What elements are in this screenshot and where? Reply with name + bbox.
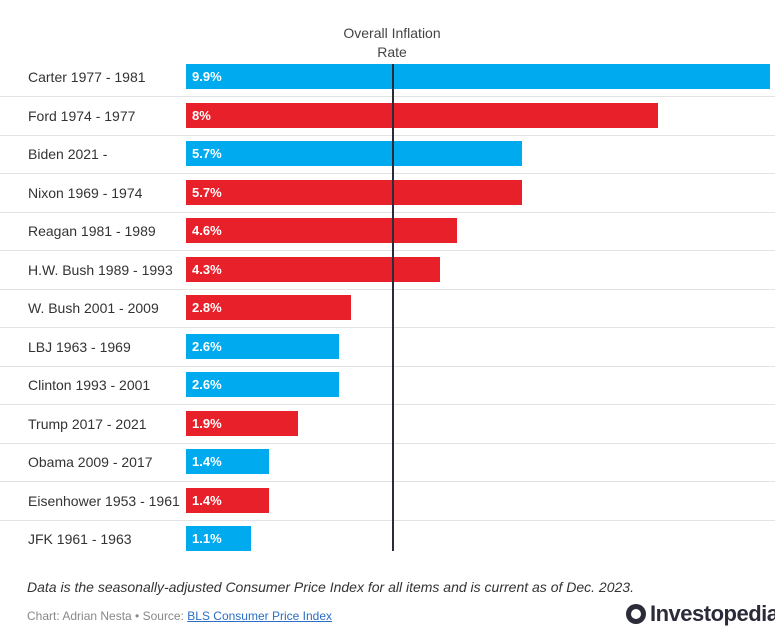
row-gridline — [0, 288, 775, 290]
row-label: Reagan 1981 - 1989 — [28, 223, 156, 239]
bar — [186, 218, 458, 243]
row-gridline — [0, 481, 775, 482]
row-label: Obama 2009 - 2017 — [28, 454, 153, 470]
row-label: Ford 1974 - 1977 — [28, 107, 136, 124]
row-gridline — [0, 211, 775, 213]
bar — [186, 179, 523, 205]
row-label: Carter 1977 - 1981 — [28, 69, 146, 85]
row-label: Nixon 1969 - 1974 — [28, 184, 143, 201]
bar-value-label: 8% — [192, 107, 211, 123]
bar — [186, 449, 269, 474]
bar-value-label: 1.1% — [192, 531, 222, 546]
bar-value-label: 2.6% — [192, 377, 222, 392]
bar-value-label: 2.8% — [192, 300, 222, 315]
credit-prefix: Chart: Adrian Nesta • Source: — [27, 609, 188, 623]
reference-line — [392, 64, 395, 551]
bar-value-label: 1.4% — [192, 454, 222, 469]
row-gridline — [0, 173, 775, 174]
chart-credit: Chart: Adrian Nesta • Source: BLS Consum… — [27, 609, 332, 623]
row-gridline — [0, 327, 775, 328]
source-link[interactable]: BLS Consumer Price Index — [187, 609, 333, 623]
row-label: Clinton 1993 - 2001 — [28, 377, 151, 393]
row-label: JFK 1961 - 1963 — [28, 531, 132, 547]
bar — [186, 487, 269, 513]
chart-footnote: Data is the seasonally-adjusted Consumer… — [27, 579, 634, 595]
bar-value-label: 4.3% — [192, 261, 222, 277]
bar — [186, 410, 299, 436]
row-gridline — [0, 96, 775, 97]
row-gridline — [0, 519, 775, 521]
bar-value-label: 9.9% — [192, 69, 222, 84]
bar-value-label: 5.7% — [192, 146, 222, 161]
row-gridline — [0, 250, 775, 251]
bar-value-label: 5.7% — [192, 184, 222, 200]
row-gridline — [0, 404, 775, 405]
row-gridline — [0, 365, 775, 367]
bar — [186, 526, 251, 551]
bar — [186, 256, 440, 282]
bar-value-label: 2.6% — [192, 338, 222, 354]
row-label: Biden 2021 - — [28, 146, 108, 162]
brand-name: Investopedia — [650, 601, 775, 626]
bar — [186, 102, 658, 128]
bar — [186, 333, 340, 359]
bar — [186, 141, 523, 166]
brand-logo[interactable]: Investopedia — [626, 601, 775, 627]
bar — [186, 372, 340, 397]
row-label: H.W. Bush 1989 - 1993 — [28, 261, 173, 278]
bar — [186, 295, 352, 320]
row-gridline — [0, 442, 775, 444]
bar-value-label: 1.9% — [192, 415, 222, 431]
bar — [186, 64, 770, 89]
bar-value-label: 4.6% — [192, 223, 222, 238]
row-label: Eisenhower 1953 - 1961 — [28, 492, 180, 509]
bar-value-label: 1.4% — [192, 492, 222, 508]
row-label: LBJ 1963 - 1969 — [28, 338, 131, 355]
row-gridline — [0, 134, 775, 136]
column-header: Overall Inflation Rate — [343, 25, 441, 60]
row-label: W. Bush 2001 - 2009 — [28, 300, 159, 316]
investopedia-logo-icon — [626, 604, 646, 624]
row-label: Trump 2017 - 2021 — [28, 415, 147, 432]
